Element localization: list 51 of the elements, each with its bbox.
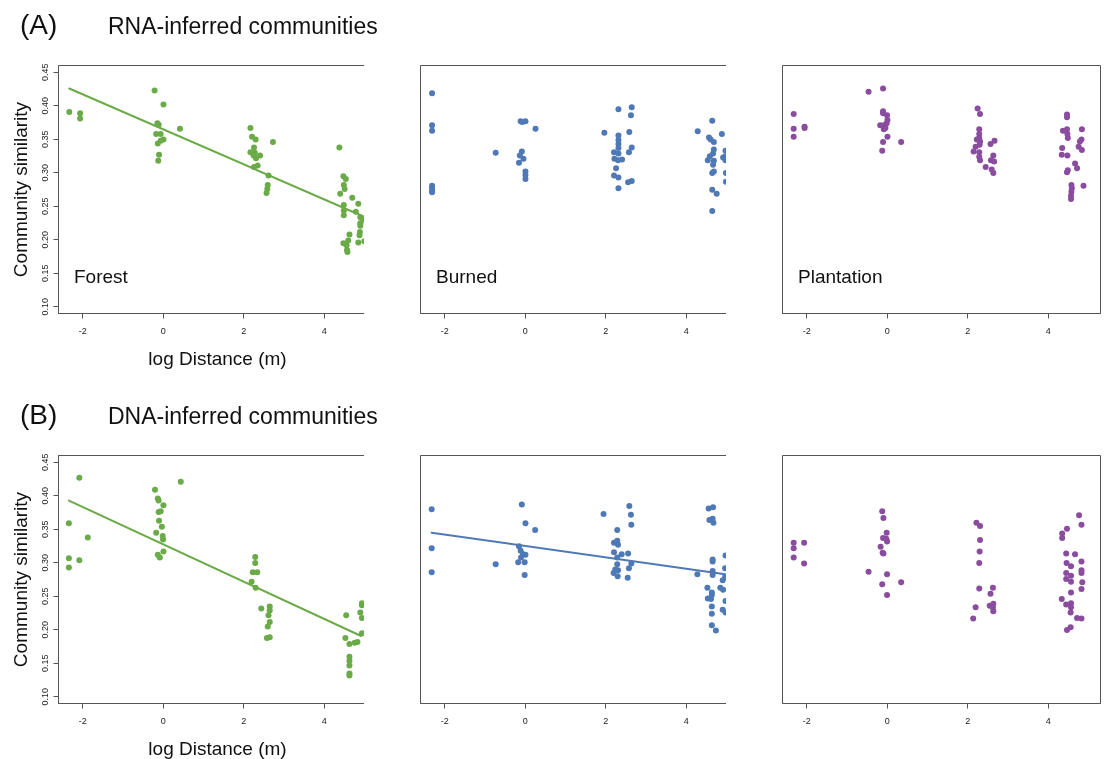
x-tick-label: 0 (522, 715, 528, 726)
y-axis-title: Community similarity (9, 491, 31, 668)
annotation: Plantation (798, 266, 883, 287)
x-tick-label: -2 (440, 715, 449, 726)
x-tick-label: -2 (802, 325, 811, 336)
x-tick-label: 2 (603, 325, 609, 336)
x-axis-title: log Distance (m) (148, 347, 287, 369)
y-tick-label: 0.20 (39, 231, 50, 249)
y-tick-label: 0.25 (39, 587, 50, 606)
annotation: Forest (74, 266, 129, 287)
x-tick-label: 4 (321, 325, 327, 336)
y-tick-label: 0.25 (39, 197, 50, 216)
x-tick-label: -2 (78, 325, 87, 336)
x-axis-title: log Distance (m) (148, 737, 287, 759)
x-tick-label: 2 (965, 715, 971, 726)
y-tick-label: 0.35 (39, 130, 50, 148)
y-tick-label: 0.30 (39, 553, 50, 572)
y-tick-label: 0.10 (39, 688, 50, 706)
x-tick-label: 0 (160, 325, 166, 336)
chart-title: DNA-inferred communities (108, 403, 378, 430)
x-tick-label: 0 (160, 715, 166, 726)
y-tick-label: 0.15 (39, 654, 50, 673)
x-tick-label: 2 (241, 715, 247, 726)
x-tick-label: 4 (683, 715, 689, 726)
x-tick-label: 4 (1045, 325, 1051, 336)
x-tick-label: 2 (965, 325, 971, 336)
y-tick-label: 0.45 (39, 63, 50, 81)
x-tick-label: 0 (522, 325, 528, 336)
annotation: Burned (436, 266, 498, 287)
y-tick-label: 0.30 (39, 163, 50, 182)
y-tick-label: 0.10 (39, 298, 50, 316)
x-tick-label: -2 (440, 325, 449, 336)
y-tick-label: 0.15 (39, 264, 50, 283)
x-tick-label: 4 (321, 715, 327, 726)
y-tick-label: 0.40 (39, 96, 50, 115)
x-tick-label: -2 (802, 715, 811, 726)
chart-title: RNA-inferred communities (108, 13, 378, 40)
y-tick-label: 0.40 (39, 486, 50, 505)
x-tick-label: 4 (683, 325, 689, 336)
x-tick-label: 0 (884, 325, 890, 336)
x-tick-label: 4 (1045, 715, 1051, 726)
text: (A) (20, 9, 58, 41)
y-tick-label: 0.45 (39, 453, 50, 471)
y-tick-label: 0.20 (39, 621, 50, 639)
x-tick-label: 0 (884, 715, 890, 726)
text: (B) (20, 399, 58, 431)
x-tick-label: -2 (78, 715, 87, 726)
x-tick-label: 2 (603, 715, 609, 726)
y-axis-title: Community similarity (9, 101, 31, 278)
y-tick-label: 0.35 (39, 520, 50, 538)
x-tick-label: 2 (241, 325, 247, 336)
